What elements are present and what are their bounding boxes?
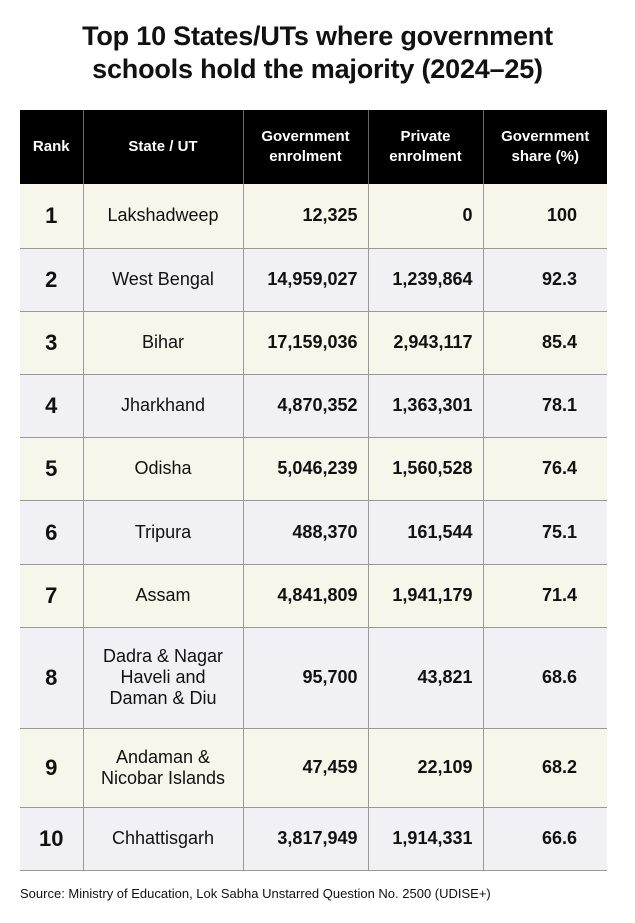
- state-cell: Bihar: [82, 311, 243, 375]
- gov-share-cell: 78.1: [482, 374, 607, 438]
- gov-enrolment-cell: 47,459: [242, 728, 368, 808]
- private-enrolment-cell: 161,544: [367, 500, 483, 565]
- gov-enrolment-cell: 12,325: [242, 184, 368, 249]
- source-note: Source: Ministry of Education, Lok Sabha…: [20, 886, 491, 901]
- table-row: 7 Assam 4,841,809 1,941,179 71.4: [20, 564, 607, 628]
- private-enrolment-cell: 1,941,179: [367, 564, 483, 628]
- header-text: enrolment: [389, 148, 462, 165]
- gov-share-cell: 66.6: [482, 807, 607, 871]
- rank-cell: 9: [20, 728, 83, 808]
- header-text: Rank: [32, 138, 70, 155]
- header-row: Rank State / UT Government enrolment Private…: [20, 110, 607, 184]
- gov-enrolment-cell: 4,841,809: [242, 564, 368, 628]
- data-table: Rank State / UT Government enrolment Private…: [20, 110, 607, 871]
- private-enrolment-cell: 22,109: [367, 728, 483, 808]
- header-rank: Rank: [20, 110, 83, 184]
- rank-cell: 6: [20, 500, 83, 565]
- rank-cell: 3: [20, 311, 83, 375]
- rank-cell: 1: [20, 184, 83, 249]
- rank-cell: 10: [20, 807, 83, 871]
- gov-enrolment-cell: 5,046,239: [242, 437, 368, 501]
- table-row: 1 Lakshadweep 12,325 0 100: [20, 184, 607, 249]
- header-text: Government: [261, 128, 350, 145]
- title-line-2: schools hold the majority (2024–25): [92, 54, 543, 84]
- gov-enrolment-cell: 3,817,949: [242, 807, 368, 871]
- state-cell: Odisha: [82, 437, 243, 501]
- state-cell: Assam: [82, 564, 243, 628]
- rank-cell: 5: [20, 437, 83, 501]
- state-cell: Jharkhand: [82, 374, 243, 438]
- state-cell: West Bengal: [82, 248, 243, 312]
- gov-share-cell: 92.3: [482, 248, 607, 312]
- table-row: 5 Odisha 5,046,239 1,560,528 76.4: [20, 437, 607, 501]
- state-cell: Lakshadweep: [82, 184, 243, 249]
- state-cell: Chhattisgarh: [82, 807, 243, 871]
- gov-share-cell: 76.4: [482, 437, 607, 501]
- gov-share-cell: 68.6: [482, 627, 607, 729]
- header-text: Government: [501, 128, 590, 145]
- table-row: 9 Andaman & Nicobar Islands 47,459 22,109 68…: [20, 728, 607, 808]
- state-cell: Dadra & Nagar Haveli and Daman & Diu: [82, 627, 243, 729]
- gov-enrolment-cell: 95,700: [242, 627, 368, 729]
- private-enrolment-cell: 1,239,864: [367, 248, 483, 312]
- table-row: 3 Bihar 17,159,036 2,943,117 85.4: [20, 311, 607, 375]
- table-row: 4 Jharkhand 4,870,352 1,363,301 78.1: [20, 374, 607, 438]
- private-enrolment-cell: 1,560,528: [367, 437, 483, 501]
- table-row: 2 West Bengal 14,959,027 1,239,864 92.3: [20, 248, 607, 312]
- gov-enrolment-cell: 4,870,352: [242, 374, 368, 438]
- header-private-enrolment: Private enrolment: [367, 110, 483, 184]
- table-row: 6 Tripura 488,370 161,544 75.1: [20, 500, 607, 565]
- rank-cell: 8: [20, 627, 83, 729]
- table-row: 10 Chhattisgarh 3,817,949 1,914,331 66.6: [20, 807, 607, 871]
- gov-share-cell: 71.4: [482, 564, 607, 628]
- header-text: Private: [400, 128, 451, 145]
- gov-enrolment-cell: 14,959,027: [242, 248, 368, 312]
- header-gov-enrolment: Government enrolment: [242, 110, 368, 184]
- gov-enrolment-cell: 488,370: [242, 500, 368, 565]
- state-cell: Andaman & Nicobar Islands: [82, 728, 243, 808]
- private-enrolment-cell: 43,821: [367, 627, 483, 729]
- gov-share-cell: 75.1: [482, 500, 607, 565]
- chart-title: Top 10 States/UTs where government schoo…: [0, 20, 635, 86]
- header-gov-share: Government share (%): [482, 110, 607, 184]
- header-state: State / UT: [82, 110, 243, 184]
- gov-share-cell: 85.4: [482, 311, 607, 375]
- header-text: enrolment: [269, 148, 342, 165]
- rank-cell: 4: [20, 374, 83, 438]
- private-enrolment-cell: 1,914,331: [367, 807, 483, 871]
- title-line-1: Top 10 States/UTs where government: [82, 21, 553, 51]
- rank-cell: 7: [20, 564, 83, 628]
- private-enrolment-cell: 1,363,301: [367, 374, 483, 438]
- state-cell: Tripura: [82, 500, 243, 565]
- gov-enrolment-cell: 17,159,036: [242, 311, 368, 375]
- table-row: 8 Dadra & Nagar Haveli and Daman & Diu 95,…: [20, 627, 607, 729]
- private-enrolment-cell: 0: [367, 184, 483, 249]
- gov-share-cell: 68.2: [482, 728, 607, 808]
- rank-cell: 2: [20, 248, 83, 312]
- header-text: share (%): [511, 148, 580, 165]
- gov-share-cell: 100: [482, 184, 607, 249]
- private-enrolment-cell: 2,943,117: [367, 311, 483, 375]
- header-text: State / UT: [128, 138, 198, 155]
